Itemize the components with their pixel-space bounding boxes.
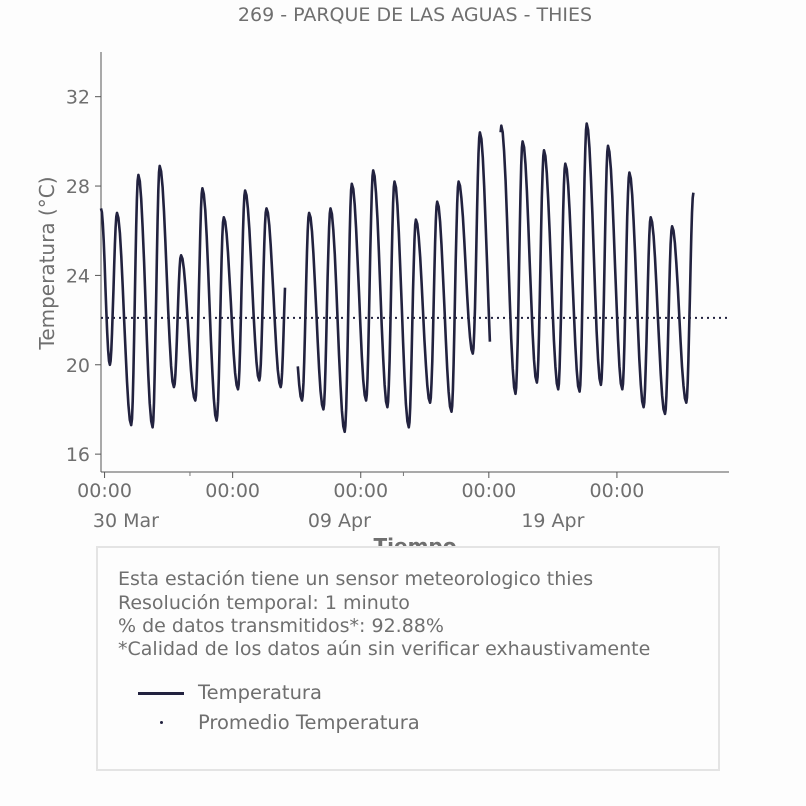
station-info-box: Esta estación tiene un sensor meteorolog…: [96, 546, 720, 771]
temperature-series-line: [99, 122, 695, 434]
x-date-tick-label: 30 Mar: [93, 510, 159, 532]
chart-title: 269 - PARQUE DE LAS AGUAS - THIES: [238, 4, 592, 26]
legend-average-swatch: [160, 721, 163, 724]
y-tick-label: 28: [66, 176, 90, 198]
y-tick-label: 24: [66, 265, 90, 287]
y-tick-label: 20: [66, 355, 90, 377]
legend-temperature-swatch: [138, 692, 184, 695]
x-date-tick-label: 19 Apr: [521, 510, 584, 532]
x-time-tick-label: 00:00: [205, 480, 260, 502]
info-transmitted-text: % de datos transmitidos*: 92.88%: [118, 615, 444, 637]
y-tick-label: 32: [66, 87, 90, 109]
x-time-tick-label: 00:00: [590, 480, 645, 502]
info-resolution-text: Resolución temporal: 1 minuto: [118, 592, 410, 614]
x-time-tick-label: 00:00: [77, 480, 132, 502]
x-time-tick-label: 00:00: [333, 480, 388, 502]
y-axis-label: Temperatura (°C): [35, 176, 59, 350]
x-time-tick-label: 00:00: [461, 480, 516, 502]
x-date-tick-label: 09 Apr: [308, 510, 371, 532]
legend-average-label: Promedio Temperatura: [198, 711, 420, 734]
info-sensor-text: Esta estación tiene un sensor meteorolog…: [118, 568, 594, 590]
y-tick-label: 16: [66, 444, 90, 466]
info-quality-note: *Calidad de los datos aún sin verificar …: [118, 638, 651, 660]
legend-temperature-label: Temperatura: [198, 681, 322, 704]
